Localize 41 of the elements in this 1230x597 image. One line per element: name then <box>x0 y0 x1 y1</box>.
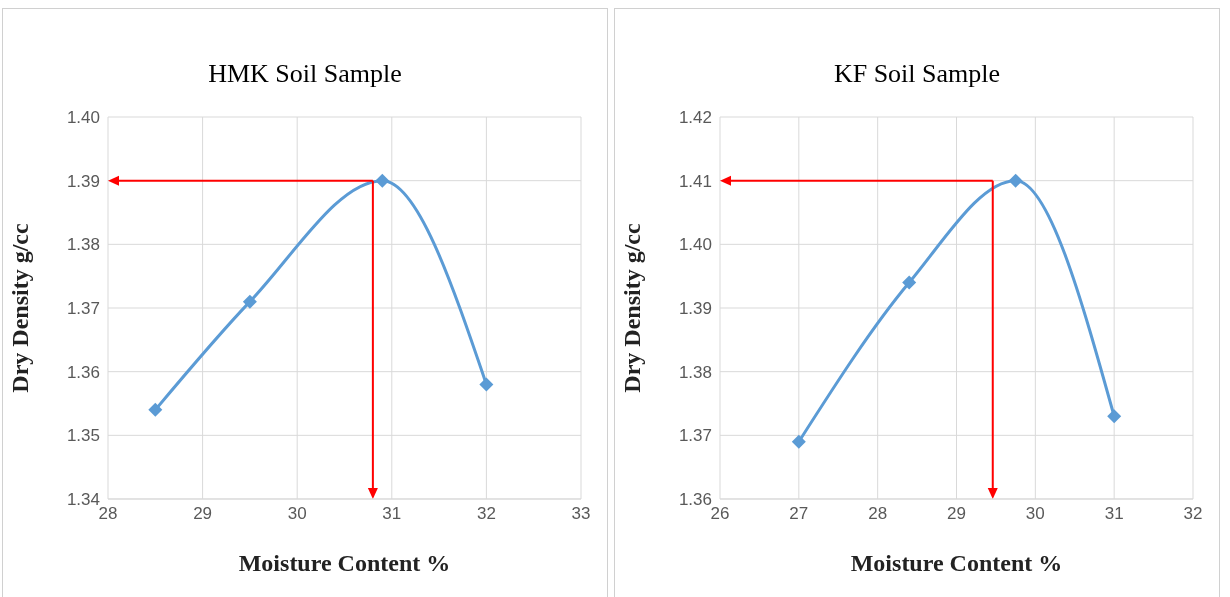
y-tick-label: 1.40 <box>678 235 712 255</box>
x-tick-label: 33 <box>571 504 591 524</box>
x-axis-title: Moisture Content % <box>850 550 1063 576</box>
y-tick-label: 1.39 <box>66 171 100 191</box>
y-tick-label: 1.34 <box>66 490 100 510</box>
point <box>1008 173 1023 188</box>
x-tick-label: 29 <box>947 504 966 524</box>
y-tick-label: 1.37 <box>66 299 100 319</box>
x-tick-label: 30 <box>287 504 307 524</box>
x-tick-label: 31 <box>382 504 402 524</box>
y-tick-label: 1.35 <box>66 426 100 446</box>
y-tick-label: 1.36 <box>678 490 712 510</box>
x-axis-title: Moisture Content % <box>238 550 451 576</box>
y-tick-label: 1.42 <box>678 108 712 128</box>
x-tick-label: 28 <box>868 504 888 524</box>
chart-title: HMK Soil Sample <box>207 59 403 89</box>
x-tick-label: 27 <box>789 504 809 524</box>
x-tick-label: 32 <box>1183 504 1203 524</box>
x-tick-label: 28 <box>98 504 118 524</box>
y-tick-label: 1.38 <box>678 362 712 382</box>
point <box>148 402 163 417</box>
point <box>791 434 806 449</box>
x-tick-label: 30 <box>1025 504 1045 524</box>
point <box>1107 409 1122 424</box>
point <box>902 275 917 290</box>
y-tick-label: 1.38 <box>66 235 100 255</box>
y-tick-label: 1.41 <box>678 171 712 191</box>
x-tick-label: 31 <box>1104 504 1124 524</box>
point <box>375 173 390 188</box>
point <box>242 294 257 309</box>
y-tick-label: 1.40 <box>66 108 100 128</box>
y-axis-title: Dry Density g/cc <box>6 223 33 393</box>
x-tick-label: 32 <box>476 504 496 524</box>
y-tick-label: 1.36 <box>66 362 100 382</box>
y-tick-label: 1.39 <box>678 299 712 319</box>
point <box>479 377 494 392</box>
chart-title: KF Soil Sample <box>832 59 1002 89</box>
y-tick-label: 1.37 <box>678 426 712 446</box>
x-tick-label: 26 <box>710 504 730 524</box>
y-axis-title: Dry Density g/cc <box>618 223 645 393</box>
x-tick-label: 29 <box>193 504 213 524</box>
